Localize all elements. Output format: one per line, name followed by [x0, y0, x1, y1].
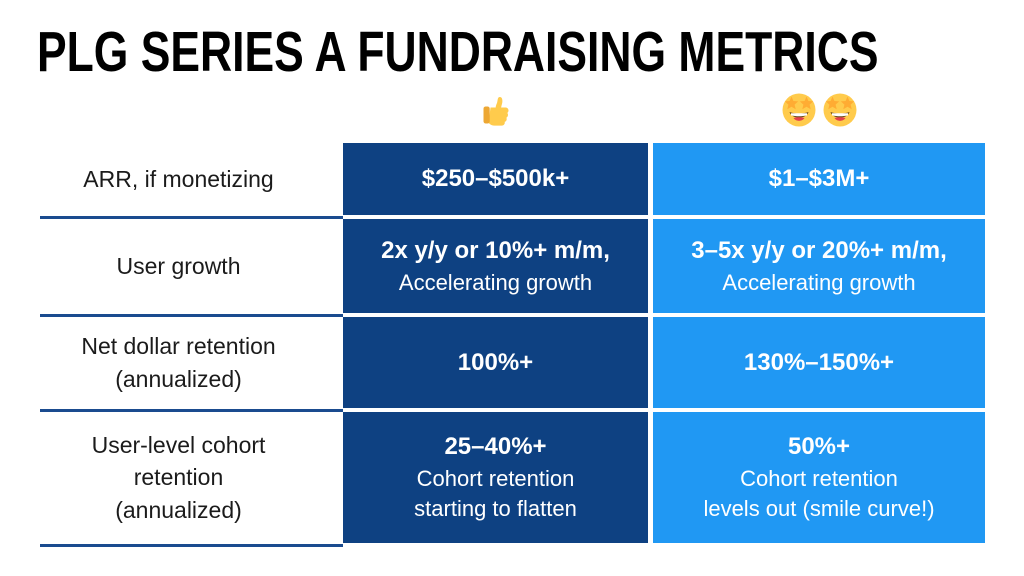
row-label-net-dollar-retention: Net dollar retention (annualized) — [0, 317, 343, 412]
column-header-better — [653, 88, 985, 132]
metrics-table: ARR, if monetizing $250–$500k+ $1–$3M+ U… — [0, 143, 985, 547]
cell-detail: Cohort retention levels out (smile curve… — [703, 465, 935, 522]
page-title: PLG SERIES A FUNDRAISING METRICS — [37, 20, 879, 84]
cell-headline: 50%+ — [787, 433, 851, 461]
better-cell-net-dollar-retention: 130%–150%+ — [653, 317, 985, 408]
better-cell-arr: $1–$3M+ — [653, 143, 985, 215]
good-cell-net-dollar-retention: 100%+ — [343, 317, 648, 408]
row-label-user-growth: User growth — [0, 219, 343, 317]
cell-headline: 25–40%+ — [444, 433, 547, 461]
cell-headline: 3–5x y/y or 20%+ m/m, — [691, 237, 947, 265]
good-cell-cohort-retention: 25–40%+ Cohort retention starting to fla… — [343, 412, 648, 543]
cell-detail: Accelerating growth — [722, 269, 916, 295]
good-cell-user-growth: 2x y/y or 10%+ m/m, Accelerating growth — [343, 219, 648, 313]
better-cell-user-growth: 3–5x y/y or 20%+ m/m, Accelerating growt… — [653, 219, 985, 313]
cell-headline: $1–$3M+ — [768, 165, 870, 193]
cell-detail: Accelerating growth — [398, 269, 593, 295]
thumbs-up-icon — [483, 97, 508, 126]
cell-headline: 130%–150%+ — [743, 348, 895, 376]
cell-headline: 100%+ — [457, 348, 534, 376]
star-struck-icon — [782, 93, 815, 127]
row-label-cohort-retention: User-level cohort retention (annualized) — [0, 412, 343, 547]
column-header-good — [343, 88, 648, 132]
cell-detail: Cohort retention starting to flatten — [414, 465, 577, 522]
cell-headline: $250–$500k+ — [421, 165, 570, 193]
better-cell-cohort-retention: 50%+ Cohort retention levels out (smile … — [653, 412, 985, 543]
cell-headline: 2x y/y or 10%+ m/m, — [381, 237, 610, 265]
row-label-arr: ARR, if monetizing — [0, 143, 343, 219]
good-cell-arr: $250–$500k+ — [343, 143, 648, 215]
star-struck-icon — [823, 93, 856, 127]
